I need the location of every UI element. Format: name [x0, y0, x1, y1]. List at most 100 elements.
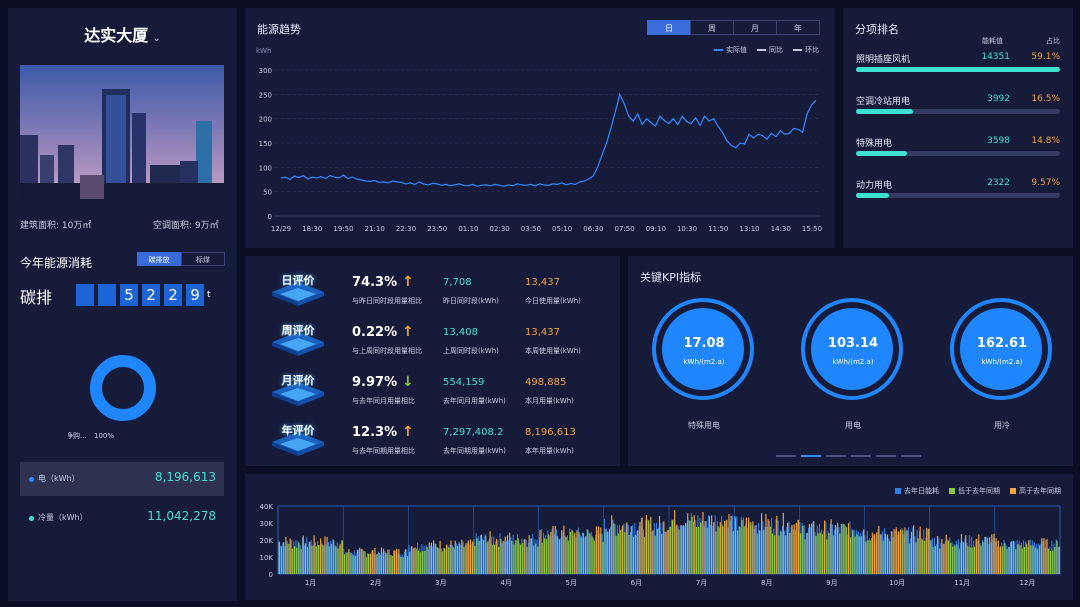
bar-last-year: [301, 537, 303, 574]
kpi-ring-inner: [662, 308, 744, 390]
bar-this-year: [461, 539, 463, 574]
dot-icon: [29, 516, 34, 521]
toggle-coal[interactable]: 标煤: [181, 252, 225, 266]
bar-last-year: [721, 515, 723, 574]
bar-last-year: [397, 553, 399, 574]
bar-last-year: [399, 554, 401, 574]
bar-last-year: [968, 535, 970, 574]
bar-this-year: [472, 541, 474, 574]
bar-this-year: [522, 543, 524, 574]
building-area: 建筑面积: 10万㎡: [20, 221, 92, 231]
bar-last-year: [280, 545, 282, 574]
bar-this-year: [850, 537, 852, 574]
eval-compare: 与上周同时段用量相比: [352, 347, 422, 355]
bar-this-year: [302, 535, 304, 574]
bar-this-year: [459, 543, 461, 574]
pager-dot[interactable]: [876, 455, 896, 457]
eval-badge: 日评价: [270, 272, 326, 308]
pager-dot[interactable]: [801, 455, 821, 457]
x-tick-label: 02:30: [490, 225, 510, 233]
bar-this-year: [648, 520, 650, 574]
bar-last-year: [695, 520, 697, 574]
bar-last-year: [916, 529, 918, 574]
bar-last-year: [323, 545, 325, 574]
bar-this-year: [630, 526, 632, 574]
bar-last-year: [983, 536, 986, 574]
bar-last-year: [907, 527, 910, 574]
building-photo: [20, 65, 224, 199]
pager-dot[interactable]: [901, 455, 921, 457]
pager-dot[interactable]: [851, 455, 871, 457]
bar-this-year: [939, 548, 941, 574]
bar-last-year: [384, 551, 386, 574]
legend-item: 高于去年同期: [1010, 486, 1061, 496]
bar-this-year: [537, 546, 539, 574]
toggle-carbon[interactable]: 碳排放: [137, 252, 181, 266]
bar-this-year: [435, 544, 437, 574]
bar-this-year: [865, 541, 867, 574]
bar-this-year: [721, 525, 724, 574]
bar-this-year: [400, 557, 402, 574]
eval-prev-label: 昨日同时段(kWh): [443, 297, 499, 305]
bar-last-year: [1044, 547, 1046, 574]
y-tick-label: 250: [259, 91, 272, 99]
bar-last-year: [462, 541, 464, 574]
bar-last-year: [1036, 543, 1038, 574]
bar-this-year: [635, 534, 637, 574]
bar-last-year: [703, 526, 705, 574]
bar-this-year: [934, 546, 936, 574]
bar-last-year: [490, 536, 492, 574]
bar-this-year: [569, 532, 572, 574]
bar-this-year: [884, 533, 887, 574]
bar-last-year: [675, 526, 677, 574]
bar-last-year: [473, 538, 475, 574]
building-selector[interactable]: 达实大厦 ⌄: [8, 22, 237, 46]
bar-last-year: [421, 544, 423, 574]
bar-last-year: [799, 521, 801, 574]
bar-this-year: [391, 555, 393, 574]
bar-last-year: [718, 527, 721, 574]
bar-last-year: [1001, 542, 1003, 574]
bar-this-year: [330, 543, 333, 574]
bar-last-year: [901, 528, 903, 574]
pager-dot[interactable]: [826, 455, 846, 457]
tab-year[interactable]: 年: [776, 20, 820, 35]
consume-title: 今年能源消耗: [20, 256, 93, 270]
bar-this-year: [867, 540, 869, 574]
bar-last-year: [1010, 542, 1012, 574]
eval-prev-value: 7,297,408.2: [443, 427, 504, 438]
kpi-unit: kWh/(m2.a): [683, 358, 725, 366]
bar-this-year: [454, 540, 456, 574]
bar-last-year: [436, 547, 438, 574]
bar-last-year: [877, 529, 879, 574]
pager-dot[interactable]: [776, 455, 796, 457]
x-tick-label: 09:10: [646, 225, 666, 233]
rank-title: 分项排名: [855, 23, 899, 36]
trend-legend: 实际值 同比 环比: [704, 45, 819, 55]
bar-this-year: [882, 540, 884, 574]
bar-this-year: [828, 533, 830, 574]
donut-pct: 100%: [94, 432, 114, 440]
bar-this-year: [506, 535, 509, 574]
bar-this-year: [489, 531, 491, 574]
bar-last-year: [790, 526, 792, 574]
bar-this-year: [886, 534, 889, 574]
bar-last-year: [619, 524, 621, 574]
bar-last-year: [834, 530, 836, 574]
bar-last-year: [456, 543, 458, 574]
bar-this-year: [424, 550, 426, 574]
daily-bars-panel: 去年日能耗 低于去年同期 高于去年同期 0 10K 20K 30K 40K 1月 2月 3月 4月 5…: [245, 474, 1073, 600]
bar-this-year: [502, 540, 504, 574]
bar-this-year: [439, 540, 441, 574]
bar-this-year: [291, 548, 293, 574]
rank-name: 空调冷站用电: [856, 97, 911, 107]
bar-this-year: [717, 526, 719, 574]
bar-last-year: [662, 522, 664, 574]
bar-last-year: [545, 535, 547, 574]
bar-last-year: [1031, 540, 1033, 574]
bar-last-year: [792, 529, 794, 574]
bar-last-year: [1005, 545, 1007, 574]
bar-this-year: [485, 535, 487, 574]
bar-this-year: [854, 536, 856, 574]
bar-last-year: [475, 533, 477, 574]
